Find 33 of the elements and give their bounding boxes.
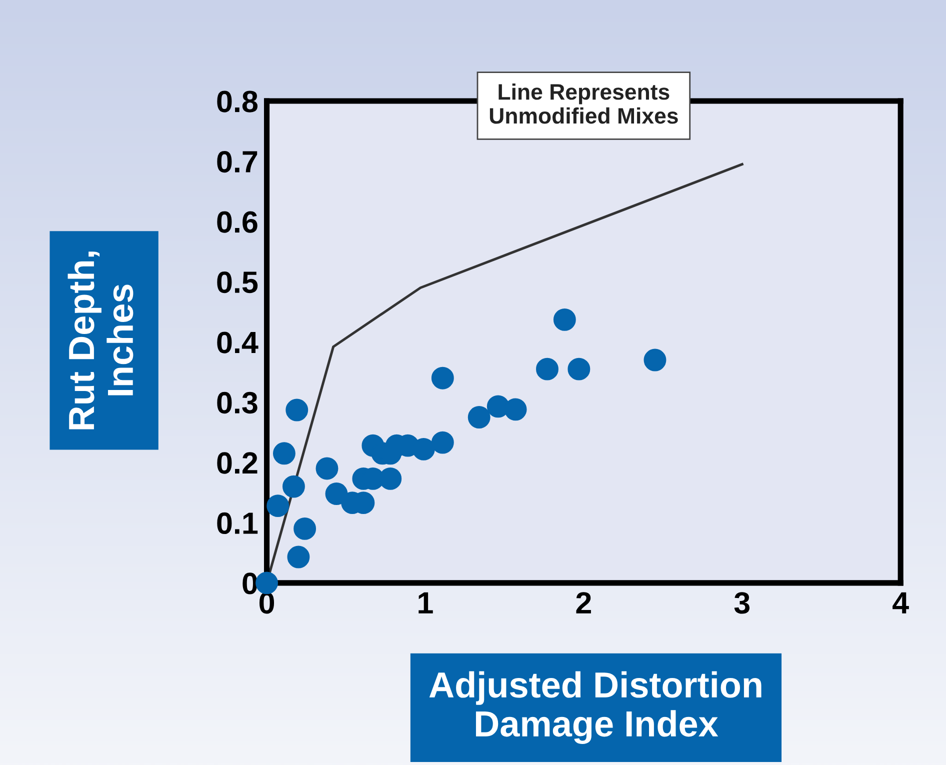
point	[468, 406, 490, 428]
point	[316, 457, 338, 480]
y-tick-label: 0.7	[217, 150, 258, 173]
point	[287, 546, 310, 568]
y-axis-title: Rut Depth, Inches	[68, 252, 134, 430]
point	[553, 308, 576, 331]
y-tick-label: 0.3	[217, 392, 258, 414]
y-tick-label: 0	[242, 572, 258, 594]
y-tick-label: 0.4	[217, 332, 258, 354]
x-tick-label: 3	[734, 592, 750, 614]
point	[431, 366, 454, 390]
y-tick-label: 0.1	[217, 512, 258, 534]
x-tick-label: 2	[576, 592, 591, 614]
point	[266, 494, 290, 518]
point	[536, 358, 558, 380]
point	[412, 438, 435, 460]
y-tick-label: 0.2	[217, 452, 258, 474]
annotation: Line Represents Unmodified Mixes	[490, 83, 678, 124]
point	[504, 398, 527, 421]
point	[282, 475, 305, 498]
y-tick-label: 0.6	[217, 211, 258, 233]
point	[272, 442, 296, 465]
point	[431, 431, 454, 454]
x-axis-title: Adjusted Distortion Damage Index	[429, 671, 762, 744]
y-tick-label: 0.8	[217, 90, 258, 112]
point	[568, 358, 590, 380]
y-tick-label: 0.5	[217, 271, 258, 294]
point	[286, 398, 308, 422]
point	[294, 517, 316, 540]
x-tick-label: 4	[892, 592, 909, 614]
x-tick-label: 1	[418, 592, 433, 614]
point	[325, 482, 348, 505]
point	[644, 348, 666, 372]
